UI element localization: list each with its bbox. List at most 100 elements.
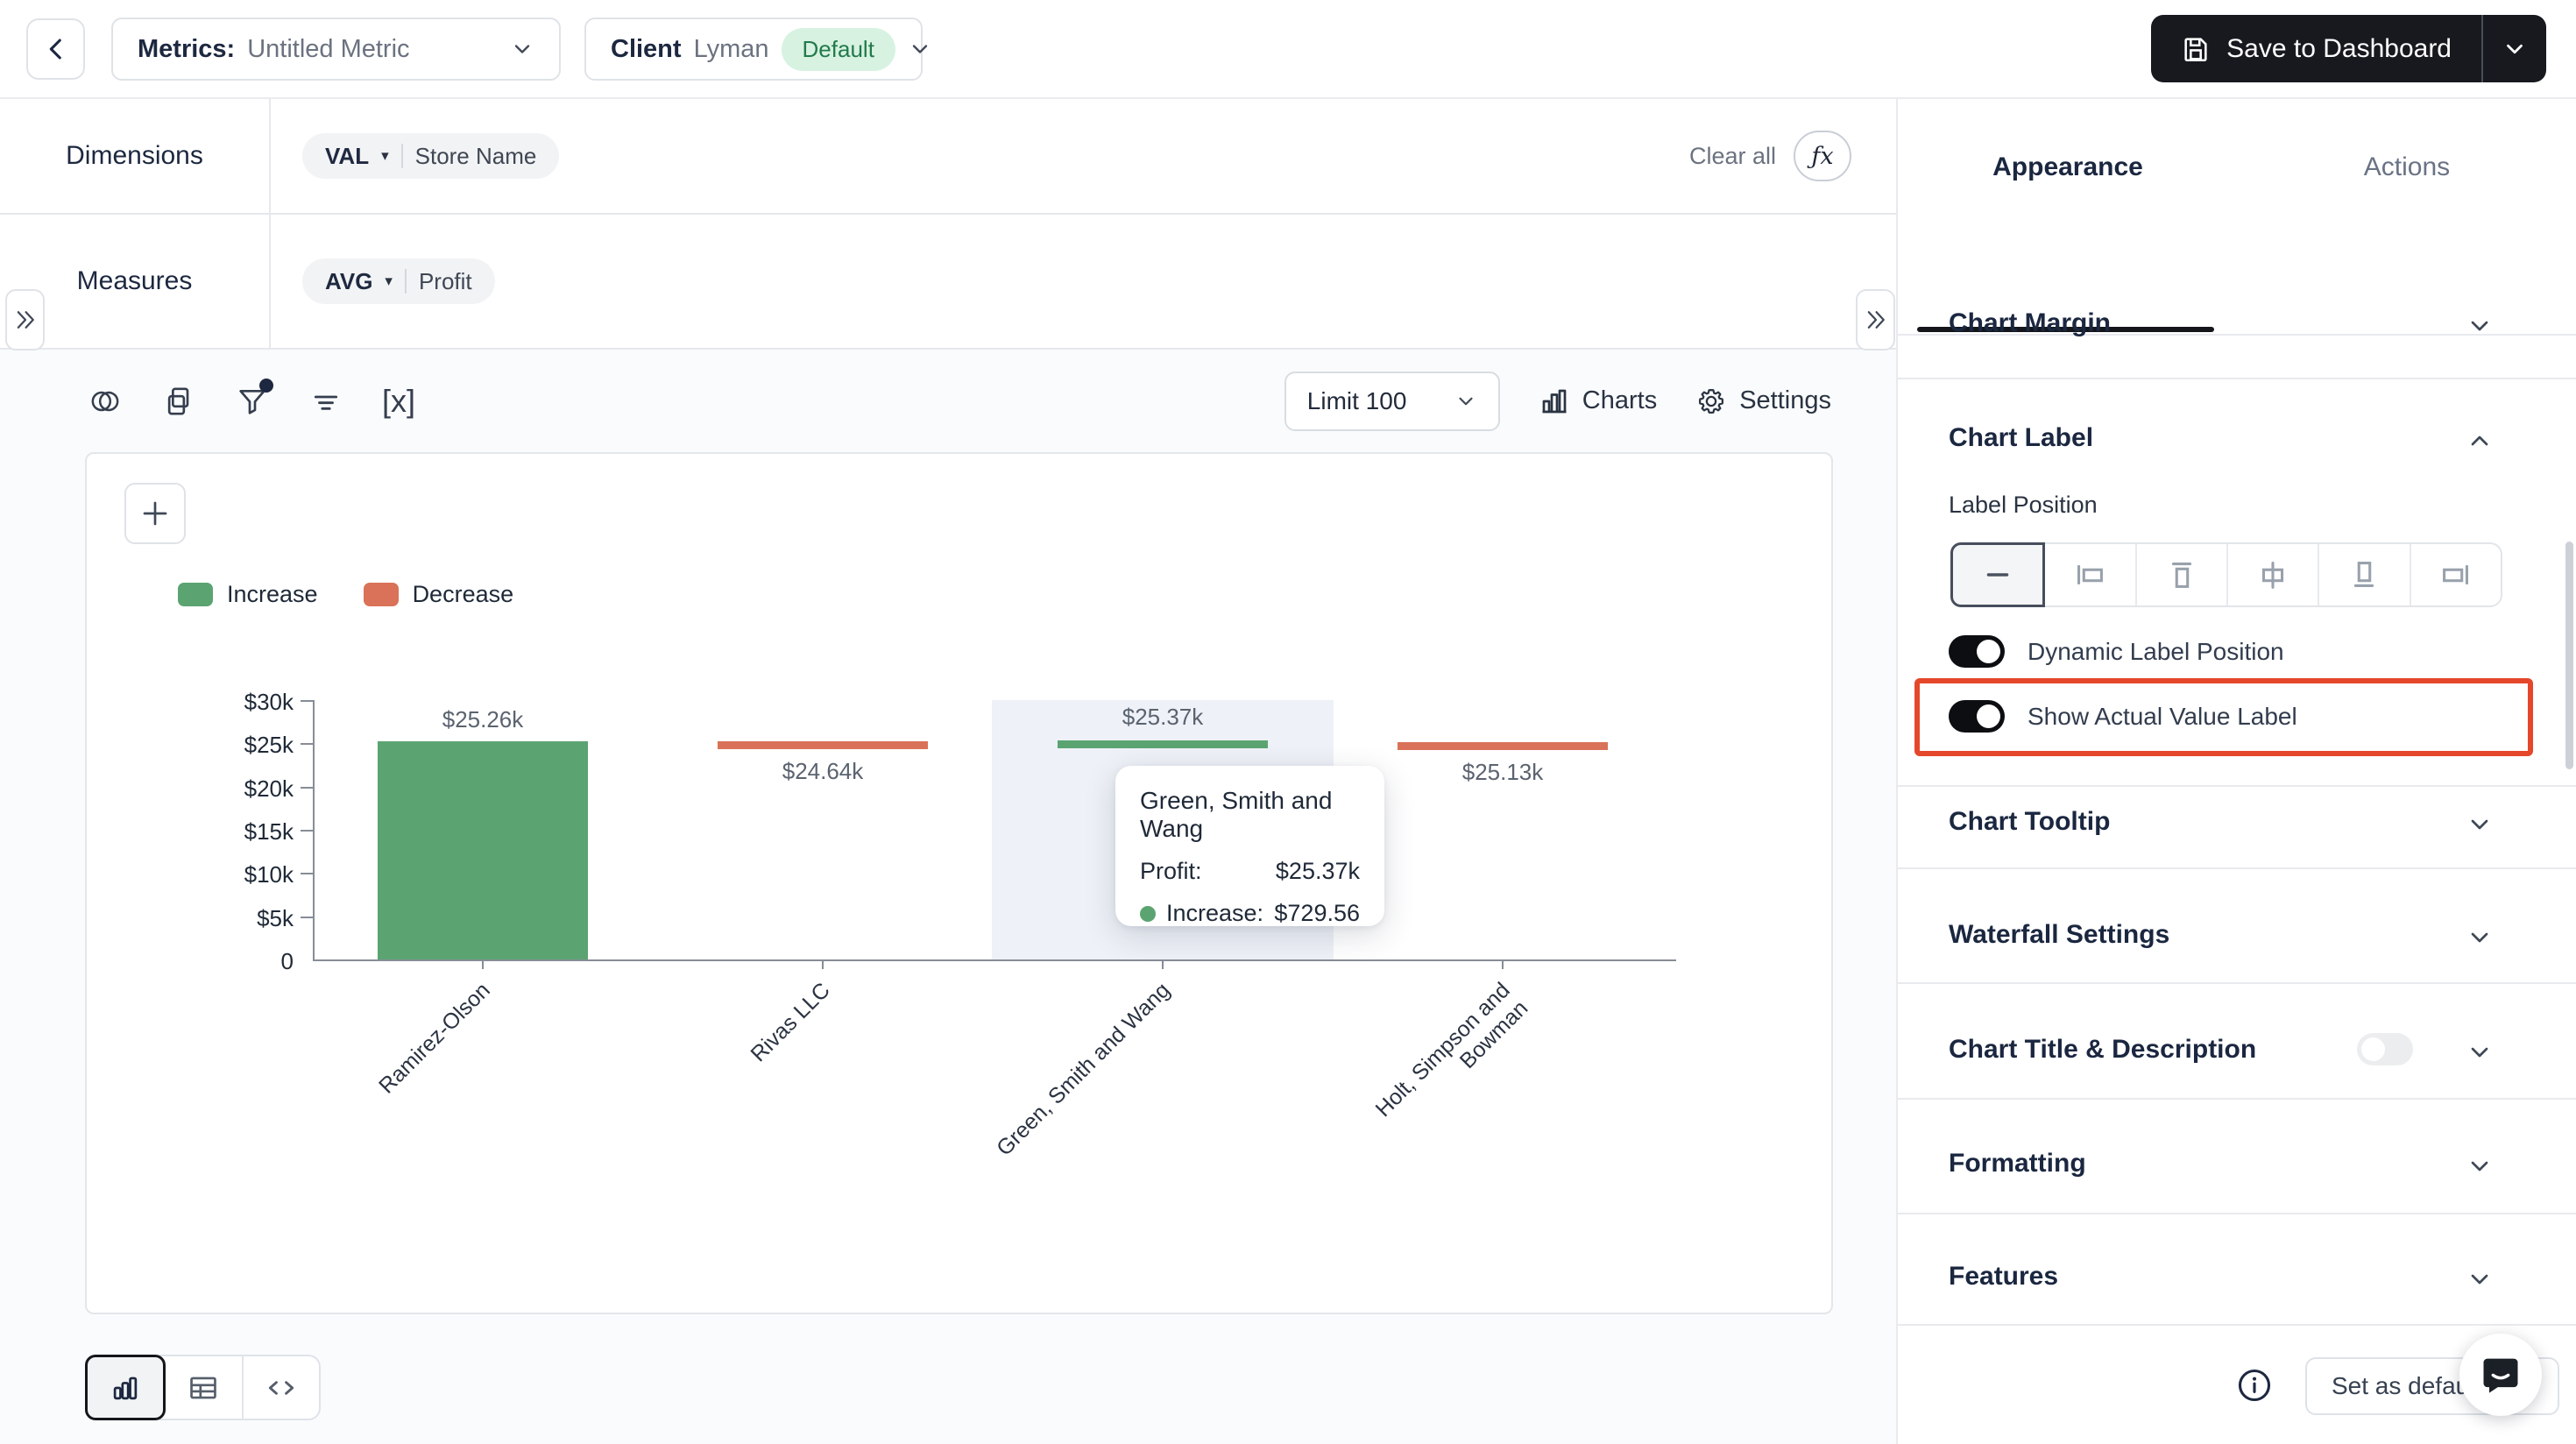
expand-left-panel-button[interactable] xyxy=(5,289,45,350)
measure-name: Profit xyxy=(418,267,472,294)
table-view-button[interactable] xyxy=(166,1356,244,1419)
show-actual-value-label-row: Show Actual Value Label xyxy=(1949,700,2297,733)
legend-label-increase[interactable]: Increase xyxy=(227,581,318,607)
measures-row: Measures AVG ▾ Profit xyxy=(0,215,1896,350)
chevron-down-icon[interactable] xyxy=(2466,312,2494,340)
copy-icon[interactable] xyxy=(161,384,196,419)
section-chart-label[interactable]: Chart Label xyxy=(1949,423,2094,452)
y-tick xyxy=(301,830,313,832)
y-tick xyxy=(301,917,313,918)
measure-pill-profit[interactable]: AVG ▾ Profit xyxy=(302,258,495,304)
bar-value-label: $25.37k xyxy=(1122,704,1204,730)
toolbar-right: Limit 100 Charts xyxy=(1284,371,1831,431)
label-position-dash[interactable] xyxy=(1950,542,2046,607)
label-position-left[interactable] xyxy=(2045,544,2137,605)
x-tick xyxy=(1502,961,1504,969)
chevron-up-icon[interactable] xyxy=(2466,427,2494,455)
chart-tooltip: Green, Smith and Wang Profit: $25.37k In… xyxy=(1115,766,1384,926)
bar-value-label: $24.64k xyxy=(782,758,864,784)
bar-ramirez-olson[interactable] xyxy=(378,741,588,959)
metrics-select[interactable]: Metrics: Untitled Metric xyxy=(111,18,561,81)
save-button-divider xyxy=(2481,15,2483,82)
filter-icon[interactable] xyxy=(235,378,273,419)
chat-launcher-button[interactable] xyxy=(2459,1334,2542,1416)
y-tick xyxy=(301,873,313,874)
expand-right-panel-button[interactable] xyxy=(1856,289,1895,350)
tab-appearance[interactable]: Appearance xyxy=(1992,152,2143,181)
section-chart-title-description[interactable]: Chart Title & Description xyxy=(1949,1035,2257,1064)
legend-swatch-decrease[interactable] xyxy=(363,583,399,606)
chart-view-button[interactable] xyxy=(85,1355,166,1420)
section-features[interactable]: Features xyxy=(1949,1262,2059,1291)
add-annotation-button[interactable] xyxy=(124,483,186,544)
clear-all-button[interactable]: Clear all xyxy=(1688,142,1776,169)
dynamic-label-position-toggle[interactable] xyxy=(1949,635,2005,668)
section-formatting[interactable]: Formatting xyxy=(1949,1149,2086,1178)
venn-icon[interactable] xyxy=(88,384,123,419)
x-category-label: Green, Smith and Wang xyxy=(992,978,1175,1161)
dimension-pill-store-name[interactable]: VAL ▾ Store Name xyxy=(302,133,560,179)
metrics-label: Metrics: xyxy=(138,34,236,63)
client-select[interactable]: Client Lyman Default xyxy=(584,18,928,81)
save-icon xyxy=(2181,34,2211,64)
label-position-right[interactable] xyxy=(2411,544,2501,605)
back-button[interactable] xyxy=(26,18,85,80)
bar-chart-icon xyxy=(1539,386,1570,417)
double-chevron-right-icon xyxy=(12,307,39,333)
info-icon[interactable] xyxy=(2235,1366,2274,1405)
legend-swatch-increase[interactable] xyxy=(178,583,213,606)
dimension-name: Store Name xyxy=(414,142,537,169)
variable-icon[interactable]: [x] xyxy=(382,382,416,419)
charts-button[interactable]: Charts xyxy=(1539,386,1657,417)
label-position-bottom[interactable] xyxy=(2319,544,2411,605)
tooltip-metric-label: Profit: xyxy=(1140,858,1202,884)
bar-chart-icon xyxy=(109,1371,142,1405)
legend-label-decrease[interactable]: Decrease xyxy=(412,581,514,607)
chevron-down-icon[interactable] xyxy=(2466,1265,2494,1293)
label-position-top[interactable] xyxy=(2137,544,2228,605)
y-tick-label: $30k xyxy=(244,689,294,715)
y-tick-label: 0 xyxy=(280,948,294,974)
label-position-middle[interactable] xyxy=(2228,544,2320,605)
tooltip-delta-label: Increase: xyxy=(1166,900,1264,926)
settings-button[interactable]: Settings xyxy=(1695,386,1831,417)
chevron-down-icon[interactable] xyxy=(2466,810,2494,839)
formula-button[interactable]: ƒx xyxy=(1794,131,1851,181)
section-chart-margin[interactable]: Chart Margin xyxy=(1949,308,2112,337)
bar-green-smith-and-wang[interactable] xyxy=(1058,740,1268,748)
main-area: Dimensions VAL ▾ Store Name Clear all ƒx… xyxy=(0,99,2576,1444)
dimensions-row: Dimensions VAL ▾ Store Name Clear all ƒx xyxy=(0,99,1896,215)
dimension-aggregation[interactable]: VAL xyxy=(325,142,370,169)
dimensions-content: VAL ▾ Store Name Clear all ƒx xyxy=(271,99,1896,213)
save-options-caret[interactable] xyxy=(2483,15,2546,82)
y-tick-label: $25k xyxy=(244,732,294,758)
dynamic-label-position-label: Dynamic Label Position xyxy=(2028,637,2284,665)
bar-value-label: $25.13k xyxy=(1461,759,1544,785)
bar-rivas-llc[interactable] xyxy=(718,741,928,749)
tooltip-metric-value: $25.37k xyxy=(1275,858,1360,884)
sort-icon[interactable] xyxy=(308,384,343,419)
limit-select[interactable]: Limit 100 xyxy=(1284,371,1500,431)
chevron-down-icon[interactable] xyxy=(2466,924,2494,952)
panel-scrollbar[interactable] xyxy=(2565,542,2573,769)
increase-dot-icon xyxy=(1140,905,1156,922)
chevron-down-icon[interactable] xyxy=(2466,1152,2494,1180)
measure-aggregation[interactable]: AVG xyxy=(325,267,373,294)
x-tick xyxy=(1162,961,1164,969)
save-to-dashboard-button[interactable]: Save to Dashboard xyxy=(2151,15,2481,82)
tab-actions[interactable]: Actions xyxy=(2363,152,2451,181)
limit-value: Limit 100 xyxy=(1306,386,1407,414)
chevron-down-icon[interactable] xyxy=(2466,1038,2494,1066)
section-waterfall-settings[interactable]: Waterfall Settings xyxy=(1949,920,2170,949)
tooltip-delta-value: $729.56 xyxy=(1274,900,1360,926)
divider xyxy=(1898,378,2576,379)
show-actual-value-label-toggle[interactable] xyxy=(1949,700,2005,733)
chart-legend: Increase Decrease xyxy=(178,581,513,608)
section-chart-tooltip[interactable]: Chart Tooltip xyxy=(1949,807,2111,836)
bar-holt-simpson-and-bowman[interactable] xyxy=(1398,742,1608,750)
y-tick xyxy=(301,743,313,745)
y-tick xyxy=(301,787,313,789)
code-view-button[interactable] xyxy=(244,1356,319,1419)
chart-title-toggle[interactable] xyxy=(2357,1033,2413,1065)
